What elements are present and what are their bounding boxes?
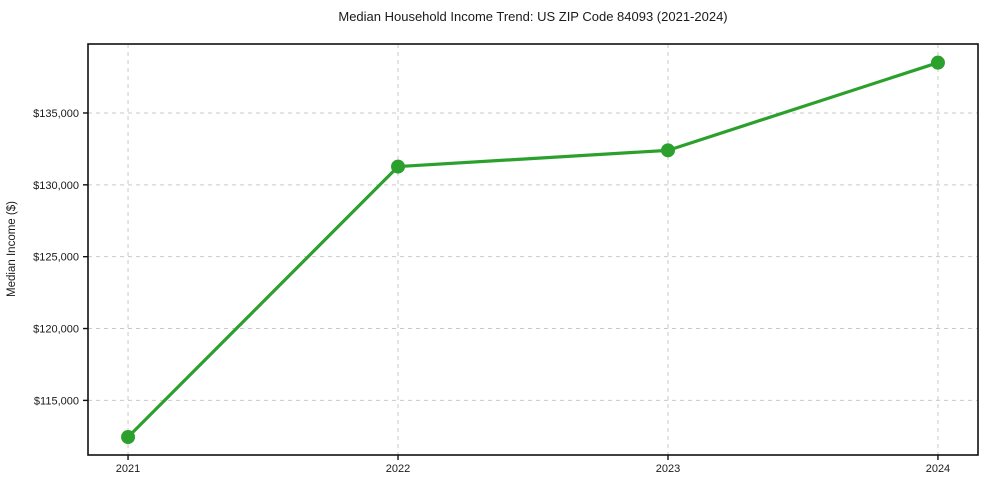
plot-border (87, 43, 979, 456)
data-point-marker (121, 430, 136, 445)
y-tick-label: $115,000 (34, 395, 79, 407)
chart-title: Median Household Income Trend: US ZIP Co… (338, 9, 727, 24)
y-tick-label: $130,000 (33, 180, 79, 192)
y-axis-label: Median Income ($) (6, 201, 18, 297)
x-tick-label: 2024 (926, 463, 950, 475)
series-line (126, 61, 940, 439)
grid-layer (88, 44, 978, 455)
y-tick-label: $135,000 (33, 108, 79, 120)
x-tick-label: 2021 (116, 463, 140, 475)
x-tick-label: 2022 (386, 463, 410, 475)
data-point-marker (660, 143, 675, 158)
data-point-marker (930, 55, 945, 70)
y-tick-label: $125,000 (33, 252, 79, 264)
x-tick-label: 2023 (656, 463, 680, 475)
data-point-marker (391, 159, 406, 174)
series-layer (121, 55, 945, 445)
tick-layer: 2021 2022 2023 2024 $115,000 $120,000 $125,000… (33, 108, 950, 475)
y-tick-label: $120,000 (33, 324, 79, 336)
